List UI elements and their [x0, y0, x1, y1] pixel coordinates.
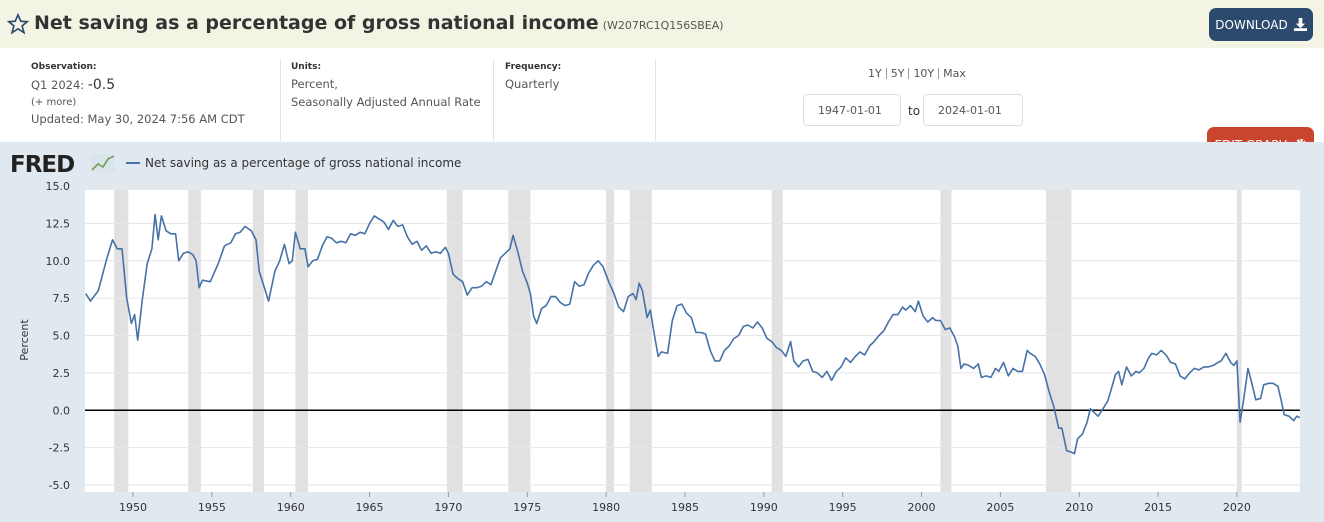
recession-band: [771, 190, 783, 492]
recession-band: [446, 190, 463, 492]
x-tick-label: 1950: [119, 501, 147, 514]
x-tick-label: 1955: [198, 501, 226, 514]
recession-band: [940, 190, 952, 492]
observation-period: Q1 2024:: [31, 78, 85, 92]
series-line: [85, 213, 1301, 455]
x-tick-label: 1980: [592, 501, 620, 514]
units-label: Units:: [291, 62, 322, 72]
to-label: to: [908, 104, 921, 118]
download-icon: [1293, 18, 1307, 31]
x-tick-label: 1975: [513, 501, 541, 514]
x-tick-label: 1965: [356, 501, 384, 514]
recession-band: [508, 190, 531, 492]
units-value: Percent,: [291, 77, 338, 91]
y-tick-label: 5.0: [53, 330, 71, 343]
x-tick-label: 1990: [750, 501, 778, 514]
fred-logo-icon: [91, 154, 115, 172]
y-tick-label: -5.0: [49, 479, 70, 492]
frequency-label: Frequency:: [505, 62, 562, 72]
title: Net saving as a percentage of gross nati…: [34, 12, 724, 34]
download-label: DOWNLOAD: [1215, 17, 1288, 32]
updated: Updated: May 30, 2024 7:56 AM CDT: [31, 112, 245, 126]
recession-band: [1046, 190, 1072, 492]
plot-area: [85, 190, 1300, 492]
legend-label: Net saving as a percentage of gross nati…: [145, 156, 461, 170]
observation-value: -0.5: [87, 77, 116, 93]
y-tick-label: 2.5: [53, 367, 71, 380]
download-button[interactable]: DOWNLOAD: [1209, 8, 1313, 41]
range-link[interactable]: 1Y: [868, 67, 882, 80]
range-link[interactable]: Max: [938, 68, 970, 79]
y-tick-label: -2.5: [49, 442, 70, 455]
units: Units: Percent, Seasonally Adjusted Annu…: [291, 62, 481, 113]
y-tick-label: 0.0: [53, 404, 71, 417]
separator: [280, 60, 281, 142]
x-tick-label: 1960: [277, 501, 305, 514]
separator: [493, 60, 494, 142]
observation: Observation: Q1 2024: -0.5 (+ more) Upda…: [31, 62, 245, 130]
range-links: 1Y 5Y 10Y Max: [864, 68, 970, 79]
recession-band: [1236, 190, 1242, 492]
y-tick-label: 10.0: [46, 255, 71, 268]
x-tick-label: 2005: [986, 501, 1014, 514]
more-link[interactable]: (+ more): [31, 97, 77, 108]
recession-band: [295, 190, 309, 492]
fred-logo: FRED: [10, 152, 74, 178]
x-tick-label: 1985: [671, 501, 699, 514]
recession-band: [606, 190, 614, 492]
frequency: Frequency: Quarterly: [505, 62, 561, 95]
recession-band: [114, 190, 129, 492]
favorite-star[interactable]: [7, 13, 29, 35]
x-tick-label: 2010: [1065, 501, 1093, 514]
recession-band: [252, 190, 264, 492]
x-tick-label: 1970: [434, 501, 462, 514]
recession-band: [188, 190, 201, 492]
info-row: Observation: Q1 2024: -0.5 (+ more) Upda…: [0, 48, 1324, 162]
x-tick-label: 2020: [1223, 501, 1251, 514]
x-tick-label: 2015: [1144, 501, 1172, 514]
y-tick-label: 12.5: [46, 217, 71, 230]
observation-label: Observation:: [31, 62, 97, 72]
x-tick-label: 1995: [829, 501, 857, 514]
range-link[interactable]: 5Y: [885, 68, 909, 79]
frequency-value: Quarterly: [505, 77, 560, 91]
title-text: Net saving as a percentage of gross nati…: [34, 12, 599, 34]
date-from[interactable]: 1947-01-01: [803, 94, 901, 126]
y-tick-label: 7.5: [53, 292, 71, 305]
recession-band: [629, 190, 652, 492]
date-to[interactable]: 2024-01-01: [923, 94, 1023, 126]
y-axis-label: Percent: [18, 319, 31, 361]
y-tick-label: 15.0: [46, 180, 71, 193]
separator: [655, 60, 656, 142]
series-id: (W207RC1Q156SBEA): [602, 19, 724, 32]
units-detail: Seasonally Adjusted Annual Rate: [291, 95, 481, 109]
range-link[interactable]: 10Y: [908, 68, 938, 79]
chart: FRED Net saving as a percentage of gross…: [0, 142, 1324, 522]
x-tick-label: 2000: [908, 501, 936, 514]
header-bar: Net saving as a percentage of gross nati…: [0, 0, 1324, 48]
